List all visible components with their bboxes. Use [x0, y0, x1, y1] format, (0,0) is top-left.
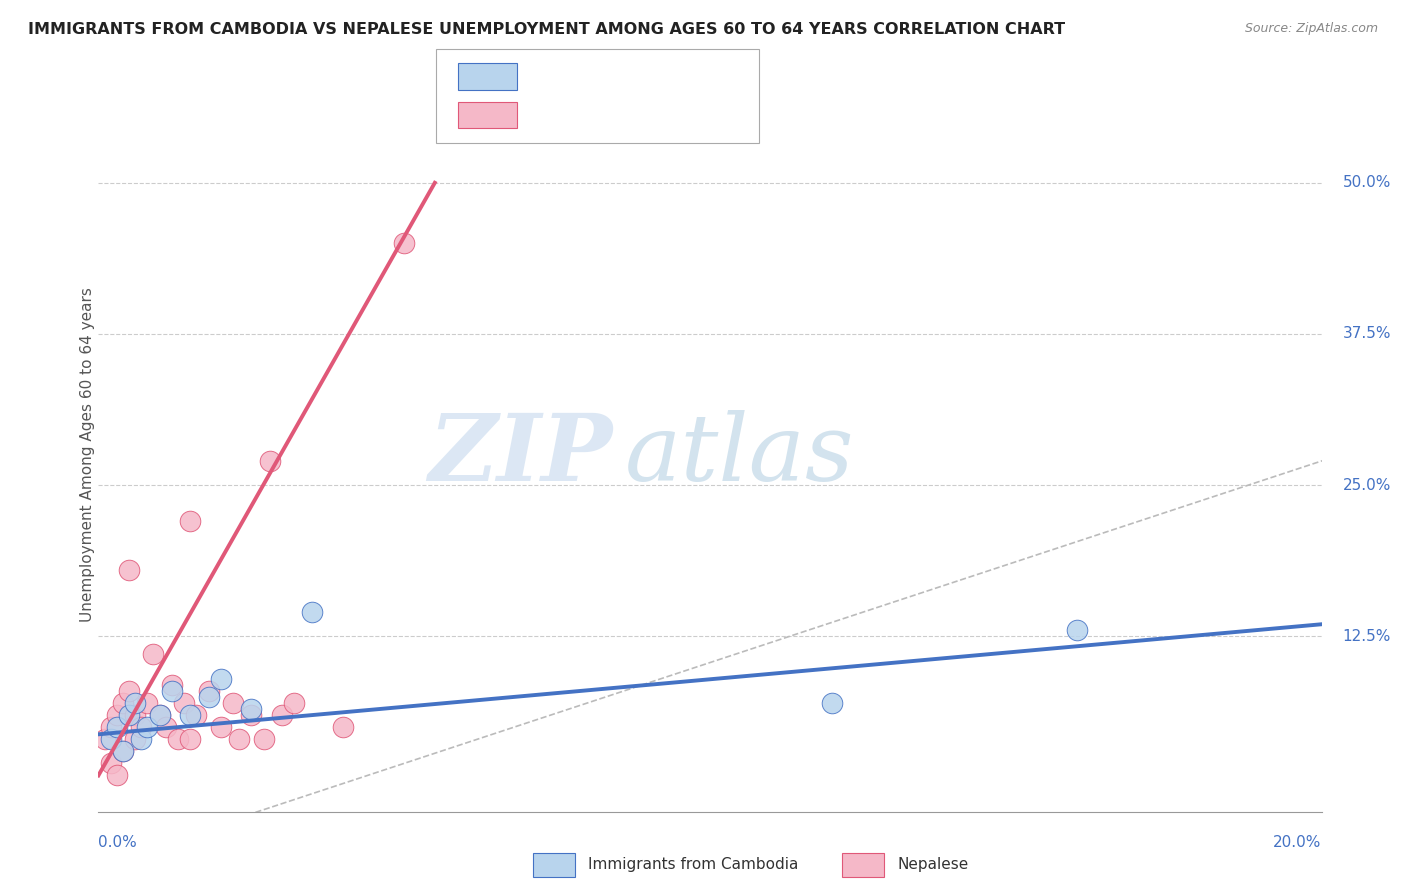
Text: ZIP: ZIP	[427, 410, 612, 500]
Point	[228, 732, 250, 747]
Point	[118, 563, 141, 577]
Text: Immigrants from Cambodia: Immigrants from Cambodia	[588, 857, 799, 872]
Point	[136, 720, 159, 734]
Point	[173, 696, 195, 710]
Point	[392, 236, 416, 251]
Text: R = 0.677: R = 0.677	[533, 68, 631, 86]
Point	[149, 708, 172, 723]
Point	[209, 672, 232, 686]
Text: N = 33: N = 33	[650, 106, 717, 124]
Point	[240, 708, 263, 723]
Point	[100, 720, 122, 734]
Point	[155, 720, 177, 734]
Point	[332, 720, 354, 734]
Point	[124, 696, 146, 710]
Point	[821, 696, 844, 710]
Point	[301, 605, 323, 619]
Point	[142, 648, 165, 662]
Point	[93, 732, 115, 747]
Text: 0.0%: 0.0%	[98, 836, 138, 850]
Point	[105, 768, 128, 782]
Point	[160, 678, 183, 692]
Point	[283, 696, 305, 710]
Point	[179, 515, 201, 529]
Point	[111, 744, 134, 758]
Text: 50.0%: 50.0%	[1343, 176, 1391, 190]
Point	[100, 756, 122, 771]
Text: N = 16: N = 16	[650, 68, 717, 86]
Text: 25.0%: 25.0%	[1343, 477, 1391, 492]
Point	[209, 720, 232, 734]
Point	[100, 732, 122, 747]
Point	[149, 708, 172, 723]
Point	[179, 732, 201, 747]
Point	[118, 683, 141, 698]
Point	[197, 683, 219, 698]
Point	[160, 683, 183, 698]
Text: Source: ZipAtlas.com: Source: ZipAtlas.com	[1244, 22, 1378, 36]
Point	[186, 708, 208, 723]
Point	[259, 454, 281, 468]
Point	[240, 702, 263, 716]
Point	[105, 708, 128, 723]
Y-axis label: Unemployment Among Ages 60 to 64 years: Unemployment Among Ages 60 to 64 years	[80, 287, 94, 623]
Point	[1066, 624, 1088, 638]
Text: 12.5%: 12.5%	[1343, 629, 1391, 644]
Point	[222, 696, 245, 710]
Point	[270, 708, 292, 723]
Point	[124, 708, 146, 723]
Point	[129, 732, 152, 747]
Point	[252, 732, 274, 747]
Text: IMMIGRANTS FROM CAMBODIA VS NEPALESE UNEMPLOYMENT AMONG AGES 60 TO 64 YEARS CORR: IMMIGRANTS FROM CAMBODIA VS NEPALESE UNE…	[28, 22, 1066, 37]
Point	[105, 720, 128, 734]
Point	[111, 696, 134, 710]
Text: 20.0%: 20.0%	[1274, 836, 1322, 850]
Point	[118, 708, 141, 723]
Point	[179, 708, 201, 723]
Point	[167, 732, 190, 747]
Text: R = 0.693: R = 0.693	[533, 106, 631, 124]
Point	[197, 690, 219, 704]
Text: 37.5%: 37.5%	[1343, 326, 1391, 342]
Text: Nepalese: Nepalese	[897, 857, 969, 872]
Text: atlas: atlas	[624, 410, 853, 500]
Point	[111, 744, 134, 758]
Point	[129, 720, 152, 734]
Point	[124, 732, 146, 747]
Point	[136, 696, 159, 710]
